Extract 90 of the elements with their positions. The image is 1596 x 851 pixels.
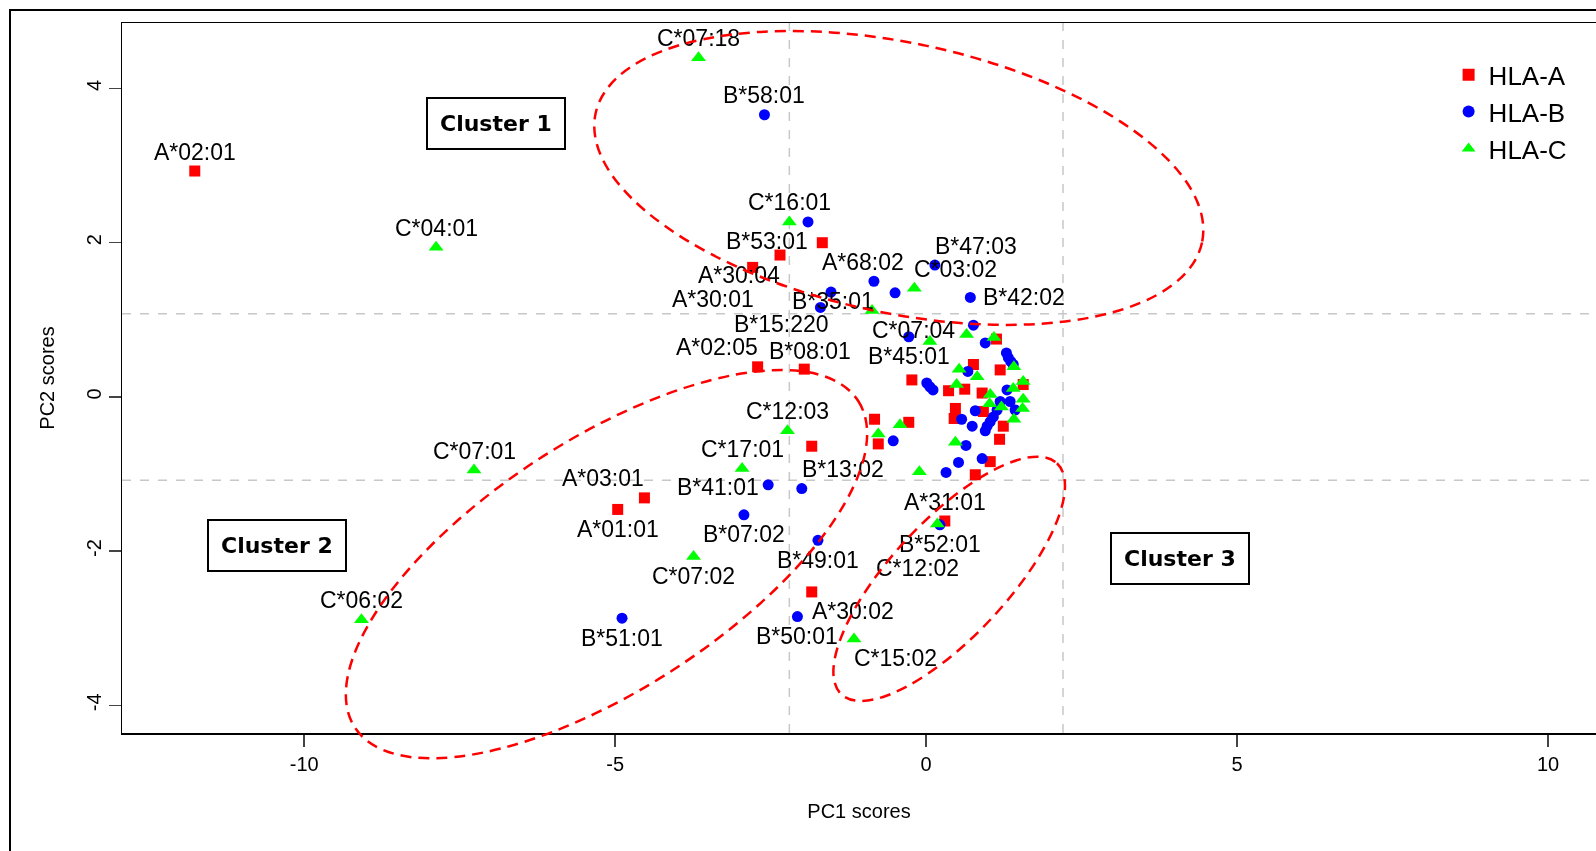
point xyxy=(960,439,972,451)
x-tick-label: -10 xyxy=(289,752,319,775)
annotation: C*16:01 xyxy=(748,189,832,215)
annotation: B*50:01 xyxy=(756,623,838,649)
point xyxy=(994,433,1006,445)
point xyxy=(762,479,774,491)
y-tick-label: 2 xyxy=(82,234,105,246)
annotation: B*08:01 xyxy=(769,338,851,364)
annotation: A*01:01 xyxy=(577,516,659,542)
annotation: C*15:02 xyxy=(854,645,938,671)
x-tick-label: 10 xyxy=(1536,752,1560,775)
annotation: A*30:02 xyxy=(812,598,894,624)
point xyxy=(796,483,808,495)
annotation: C*04:01 xyxy=(395,215,479,241)
annotation: C*12:03 xyxy=(746,398,830,424)
point xyxy=(906,374,918,386)
annotation: A*03:01 xyxy=(562,465,644,491)
point xyxy=(872,438,884,450)
annotation: C*07:01 xyxy=(433,438,517,464)
point xyxy=(979,425,991,437)
point xyxy=(616,612,628,624)
y-tick-label: -2 xyxy=(82,539,105,557)
point xyxy=(1004,396,1016,408)
point xyxy=(953,456,965,468)
annotation: B*15:220 xyxy=(734,311,829,337)
annotation: B*07:02 xyxy=(703,521,785,547)
point xyxy=(774,249,786,261)
legend-label: HLA-A xyxy=(1488,60,1566,91)
point xyxy=(940,466,952,478)
point xyxy=(806,586,818,598)
annotation: Cluster 1 xyxy=(440,111,552,136)
annotation: A*30:01 xyxy=(672,286,754,312)
annotation: B*41:01 xyxy=(677,474,759,500)
annotation: B*49:01 xyxy=(777,547,859,573)
annotation: A*02:01 xyxy=(154,139,236,165)
annotation: C*17:01 xyxy=(701,436,785,462)
annotation: B*45:01 xyxy=(868,343,950,369)
annotation: B*58:01 xyxy=(723,82,805,108)
annotation: C*07:02 xyxy=(652,563,736,589)
point xyxy=(994,364,1006,376)
x-tick-label: -5 xyxy=(606,752,625,775)
y-axis-title: PC2 scores xyxy=(36,326,59,430)
point xyxy=(976,453,988,465)
annotation: A*68:02 xyxy=(822,249,904,275)
annotation: B*42:02 xyxy=(983,284,1065,310)
annotation: C*07:04 xyxy=(872,317,956,343)
point xyxy=(868,275,880,287)
y-tick-label: 0 xyxy=(82,388,105,400)
annotation: A*30:04 xyxy=(698,262,781,288)
point xyxy=(638,492,650,504)
point xyxy=(806,440,818,452)
point xyxy=(997,420,1009,432)
point xyxy=(869,413,881,425)
point xyxy=(612,503,624,515)
point xyxy=(798,363,810,375)
x-axis-title: PC1 scores xyxy=(807,799,911,822)
annotation: C*06:02 xyxy=(320,587,404,613)
legend-label: HLA-C xyxy=(1488,134,1567,165)
point xyxy=(816,237,828,249)
point xyxy=(949,402,961,414)
annotation: C*03:02 xyxy=(914,256,998,282)
point xyxy=(943,385,955,397)
annotation: A*02:05 xyxy=(676,334,758,360)
point xyxy=(966,420,978,432)
annotation: B*52:01 xyxy=(899,531,981,557)
point xyxy=(758,109,770,121)
point xyxy=(964,291,976,303)
point xyxy=(802,216,814,228)
annotation: Cluster 3 xyxy=(1124,546,1236,571)
annotation: B*51:01 xyxy=(581,625,663,651)
point xyxy=(887,435,899,447)
annotation: Cluster 2 xyxy=(221,533,333,558)
point xyxy=(969,469,981,481)
annotation: C*12:02 xyxy=(876,555,960,581)
x-tick-label: 0 xyxy=(920,752,932,775)
point xyxy=(738,509,750,521)
annotation: A*31:01 xyxy=(904,489,986,515)
point xyxy=(969,405,981,417)
point xyxy=(979,337,991,349)
point xyxy=(791,611,803,623)
point xyxy=(189,165,201,177)
x-tick-label: 5 xyxy=(1231,752,1243,775)
legend-label: HLA-B xyxy=(1488,97,1566,128)
annotation: B*47:03 xyxy=(935,233,1017,259)
y-tick-label: 4 xyxy=(82,79,105,92)
point xyxy=(956,413,968,425)
point xyxy=(889,287,901,299)
annotation: B*13:02 xyxy=(802,456,884,482)
y-tick-label: -4 xyxy=(82,693,105,712)
annotation: B*53:01 xyxy=(726,228,808,254)
